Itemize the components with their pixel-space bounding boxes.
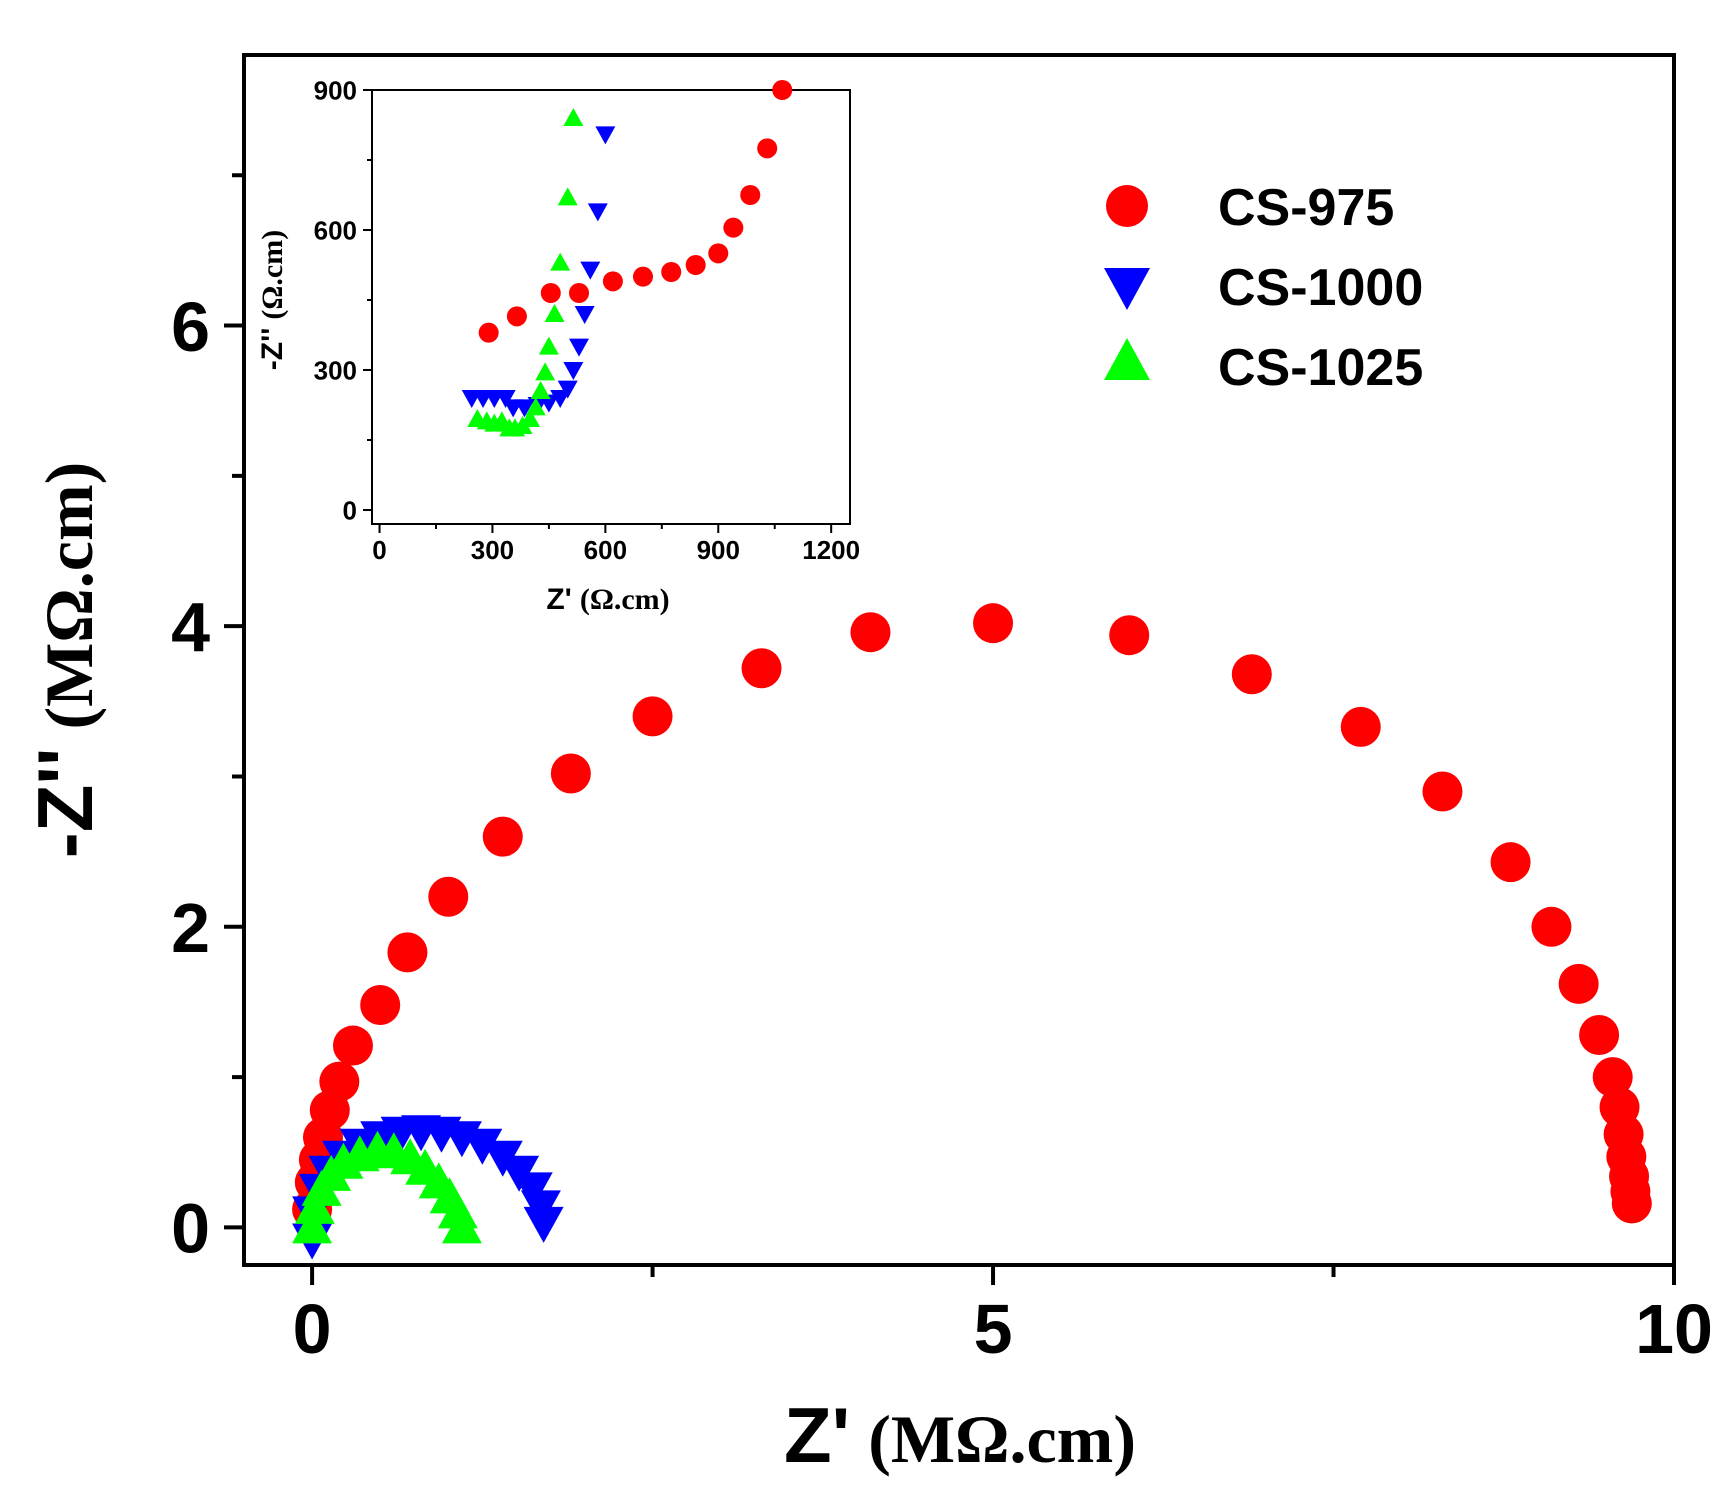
inset-point-cs-1000 (595, 126, 616, 145)
inset-data-points (461, 80, 793, 437)
inset-point-cs-1000 (580, 261, 601, 280)
inset-point-cs-1025 (563, 108, 584, 126)
inset-point-cs-1000 (495, 390, 516, 408)
legend-marker-cs-1000 (1104, 268, 1150, 310)
inset-point-cs-975 (723, 217, 744, 238)
main-y-axis-title: -Z''(MΩ.cm) (21, 462, 109, 858)
legend-label-cs-1000: CS-1000 (1218, 259, 1423, 317)
main-point-cs-975 (319, 1061, 360, 1102)
inset-x-tick-label: 900 (697, 535, 740, 565)
main-point-cs-975 (1531, 906, 1572, 947)
main-point-cs-1025 (292, 1207, 333, 1244)
main-point-cs-975 (1231, 654, 1272, 695)
main-point-cs-975 (1592, 1057, 1633, 1098)
inset-point-cs-975 (772, 80, 793, 100)
main-point-cs-975 (1490, 842, 1531, 883)
main-point-cs-975 (1422, 771, 1463, 812)
inset-point-cs-1025 (530, 381, 551, 399)
inset-point-cs-975 (757, 138, 778, 159)
legend-marker-cs-1025 (1104, 338, 1150, 380)
inset-axis-ticks: 0 300 600 900 1200 0 300 600 900 (314, 75, 860, 565)
inset-point-cs-1025 (550, 252, 571, 271)
main-axis-ticks: 0 5 10 0 2 4 6 (171, 173, 1713, 1368)
main-point-cs-975 (1558, 963, 1599, 1004)
main-plot-frame (242, 53, 1676, 1267)
main-point-cs-1000 (512, 1172, 553, 1209)
main-x-axis-title: Z' (MΩ.cm) (784, 1391, 1136, 1479)
main-point-cs-1025 (441, 1207, 482, 1244)
main-y-tick-label: 2 (171, 889, 210, 967)
main-point-cs-975 (482, 816, 523, 857)
legend-label-cs-975: CS-975 (1218, 179, 1394, 237)
main-y-tick-label: 0 (171, 1190, 210, 1268)
main-x-tick-label: 0 (293, 1290, 332, 1368)
inset-point-cs-1025 (535, 362, 556, 381)
inset-x-tick-label: 300 (471, 535, 514, 565)
main-y-tick-label: 6 (171, 288, 210, 366)
inset-point-cs-1000 (574, 306, 595, 324)
inset-point-cs-1000 (587, 203, 608, 222)
inset-point-cs-1025 (538, 336, 559, 355)
inset-point-cs-1025 (525, 397, 546, 416)
inset-point-cs-975 (632, 266, 653, 287)
inset-point-cs-1000 (514, 399, 535, 418)
main-x-tick-label: 5 (974, 1290, 1013, 1368)
inset-x-tick-label: 600 (584, 535, 627, 565)
main-point-cs-975 (550, 753, 591, 794)
inset-y-tick-label: 900 (314, 75, 357, 105)
main-point-cs-975 (332, 1025, 373, 1066)
main-point-cs-1000 (462, 1128, 503, 1165)
inset-x-tick-label: 0 (372, 535, 386, 565)
inset-x-axis-title: Z' (Ω.cm) (546, 583, 669, 616)
inset-point-cs-1025 (557, 187, 578, 206)
inset-point-cs-975 (506, 306, 527, 327)
inset-point-cs-975 (540, 283, 561, 303)
inset-plot-frame (371, 89, 851, 525)
inset-point-cs-1000 (538, 394, 559, 413)
main-point-cs-975 (387, 932, 428, 973)
main-point-cs-1000 (523, 1206, 564, 1243)
inset-y-tick-label: 300 (314, 355, 357, 385)
main-point-cs-975 (428, 876, 469, 917)
main-y-tick-label: 4 (171, 588, 210, 666)
inset-point-cs-975 (740, 185, 761, 205)
legend-marker-cs-975 (1106, 185, 1148, 227)
inset-point-cs-1000 (557, 380, 578, 399)
inset-plot: 0 300 600 900 1200 0 300 600 900 Z' (Ω.cm) -Z''(Ω… (256, 75, 860, 616)
main-point-cs-975 (1109, 615, 1150, 656)
main-point-cs-975 (850, 612, 891, 653)
inset-point-cs-1000 (563, 362, 584, 380)
main-point-cs-975 (1611, 1183, 1652, 1224)
inset-point-cs-975 (569, 283, 590, 303)
legend: CS-975 CS-1000 CS-1025 (1104, 179, 1423, 397)
inset-point-cs-1025 (520, 409, 541, 427)
main-point-cs-975 (360, 984, 401, 1025)
inset-point-cs-975 (685, 255, 706, 275)
inset-point-cs-1025 (544, 304, 565, 322)
legend-label-cs-1025: CS-1025 (1218, 339, 1423, 397)
main-data-points (292, 603, 1652, 1260)
main-x-tick-label: 10 (1635, 1290, 1713, 1368)
inset-point-cs-1000 (569, 338, 590, 357)
inset-point-cs-1000 (550, 390, 571, 408)
inset-point-cs-975 (661, 262, 682, 282)
main-point-cs-975 (1579, 1015, 1620, 1056)
inset-point-cs-975 (478, 322, 499, 343)
main-point-cs-1025 (294, 1187, 335, 1224)
inset-y-tick-label: 0 (343, 495, 357, 525)
main-point-cs-975 (973, 603, 1014, 644)
inset-x-tick-label: 1200 (802, 535, 860, 565)
inset-y-tick-label: 600 (314, 215, 357, 245)
inset-point-cs-975 (602, 271, 623, 292)
main-point-cs-975 (741, 648, 782, 689)
main-point-cs-975 (632, 696, 673, 737)
inset-y-axis-title: -Z''(Ω.cm) (256, 230, 289, 370)
main-point-cs-975 (1340, 706, 1381, 747)
inset-point-cs-975 (708, 243, 729, 264)
